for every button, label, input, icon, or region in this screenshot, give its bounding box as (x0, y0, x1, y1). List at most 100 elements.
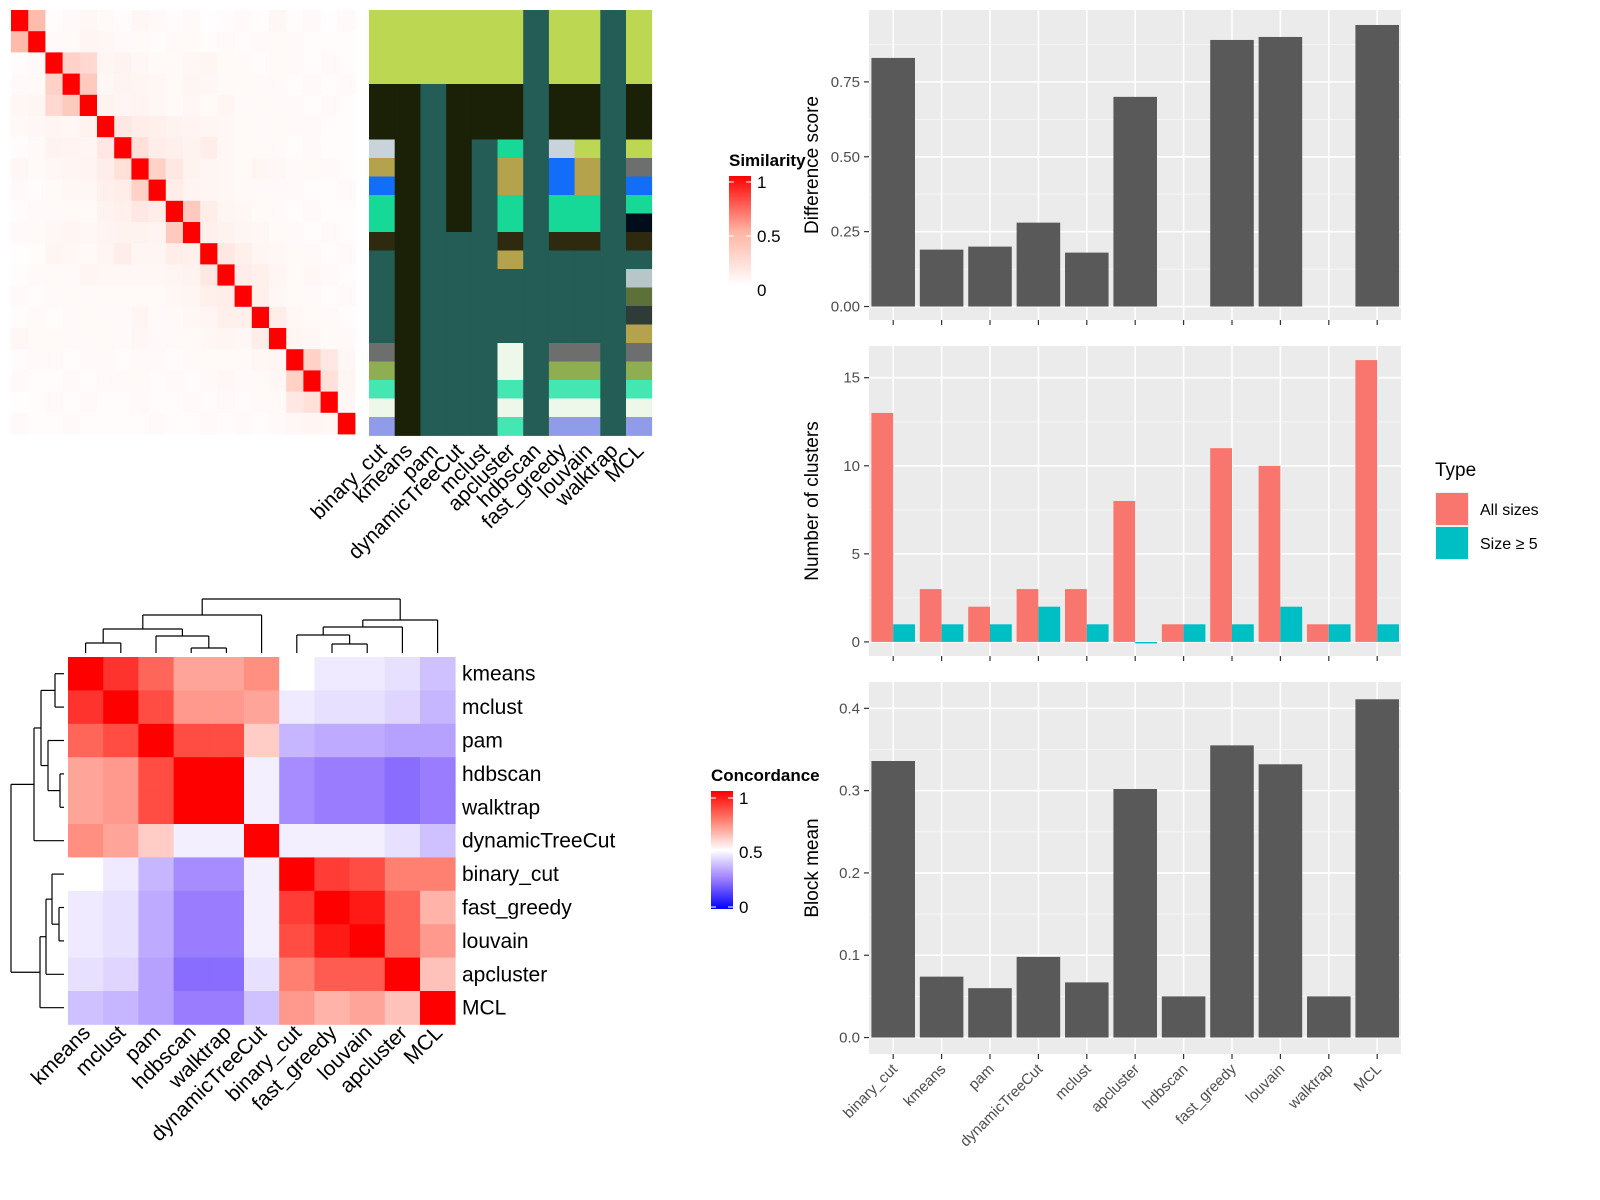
y-tick-label: 0.2 (839, 865, 860, 882)
similarity-cell (28, 200, 46, 223)
similarity-cell (148, 285, 167, 308)
concordance-cell (314, 957, 350, 992)
similarity-cell (200, 370, 218, 392)
assignment-cell (574, 287, 601, 307)
assignment-cell (394, 213, 421, 233)
similarity-cell (251, 264, 270, 286)
bar (1016, 222, 1061, 307)
similarity-cell (320, 31, 339, 53)
similarity-cell (269, 137, 287, 159)
assignment-cell (600, 306, 627, 325)
similarity-cell (320, 264, 339, 286)
bar (1355, 699, 1399, 1038)
similarity-cell (131, 264, 149, 286)
concordance-cell (138, 757, 174, 791)
assignment-cell (600, 324, 627, 344)
concordance-cell (279, 690, 315, 725)
concordance-cell (244, 890, 280, 925)
similarity-cell (303, 116, 321, 138)
similarity-cell (303, 285, 321, 308)
similarity-cell (165, 370, 184, 392)
similarity-cell (45, 328, 63, 350)
concordance-cell (384, 957, 421, 992)
bar-size-ge-5 (1232, 624, 1254, 642)
similarity-cell (28, 94, 46, 117)
similarity-cell (148, 328, 167, 350)
concordance-cell (103, 657, 139, 691)
similarity-cell (28, 285, 46, 308)
similarity-cell (114, 412, 132, 435)
similarity-cell (97, 412, 115, 435)
similarity-cell (79, 306, 98, 329)
similarity-cell (165, 31, 184, 53)
similarity-cell (45, 200, 63, 223)
assignment-cell (626, 158, 653, 177)
similarity-cell (303, 10, 321, 32)
assignment-cell (626, 195, 653, 214)
y-tick-label: 0.75 (831, 74, 860, 91)
similarity-cell (183, 52, 201, 74)
similarity-cell (251, 10, 270, 32)
assignment-cell (420, 361, 447, 381)
assignment-cell (369, 232, 396, 251)
assignment-cell (420, 158, 447, 177)
concordance-cell (68, 757, 104, 791)
similarity-cell (148, 137, 167, 159)
concordance-cell (349, 924, 386, 958)
similarity-cell (11, 31, 29, 53)
similarity-cell (45, 116, 63, 138)
concordance-cell (279, 790, 315, 825)
similarity-cell (286, 391, 304, 414)
assignment-cell (420, 139, 447, 159)
similarity-cell (303, 158, 321, 180)
concordance-row-label: kmeans (462, 663, 536, 686)
concordance-cell (244, 790, 280, 825)
assignment-cell (420, 250, 447, 270)
similarity-cell (79, 264, 98, 286)
concordance-cell (138, 790, 174, 825)
concordance-row-label: apcluster (462, 963, 547, 986)
assignment-cell (626, 121, 653, 140)
similarity-cell (62, 222, 81, 244)
similarity-cell (303, 412, 321, 435)
assignment-cell (369, 28, 396, 48)
type-legend-swatch (1436, 493, 1468, 525)
concordance-cell (279, 757, 315, 791)
bar (1161, 996, 1206, 1038)
similarity-cell (165, 179, 184, 202)
similarity-cell (45, 158, 63, 180)
similarity-cell (200, 31, 218, 53)
assignment-cell (446, 195, 473, 214)
similarity-cell (45, 52, 63, 74)
similarity-heatmap (11, 10, 356, 435)
assignment-cell (626, 398, 653, 418)
assignment-cell (420, 28, 447, 48)
similarity-cell (97, 179, 115, 202)
similarity-cell (183, 200, 201, 223)
similarity-cell (97, 328, 115, 350)
concordance-cell (349, 690, 386, 725)
concordance-cell (173, 924, 210, 958)
assignment-cell (548, 10, 575, 29)
assignment-cell (369, 398, 396, 418)
concordance-cell (103, 991, 139, 1025)
similarity-cell (183, 243, 201, 265)
assignment-cell (626, 102, 653, 122)
similarity-cell (148, 306, 167, 329)
similarity-cell (131, 137, 149, 159)
similarity-cell (183, 285, 201, 308)
similarity-cell (269, 10, 287, 32)
assignment-cell (626, 139, 653, 159)
bar-all-sizes (1161, 624, 1184, 642)
assignment-cell (574, 380, 601, 399)
assignment-cell (523, 287, 550, 307)
similarity-cell (62, 116, 81, 138)
y-tick-label: 0.25 (831, 224, 860, 241)
assignment-cell (471, 10, 498, 29)
similarity-cell (269, 264, 287, 286)
type-legend-label: Size ≥ 5 (1480, 536, 1538, 553)
concordance-cell (349, 790, 386, 825)
assignment-cell (471, 380, 498, 399)
similarity-cell (62, 243, 81, 265)
similarity-cell (97, 370, 115, 392)
